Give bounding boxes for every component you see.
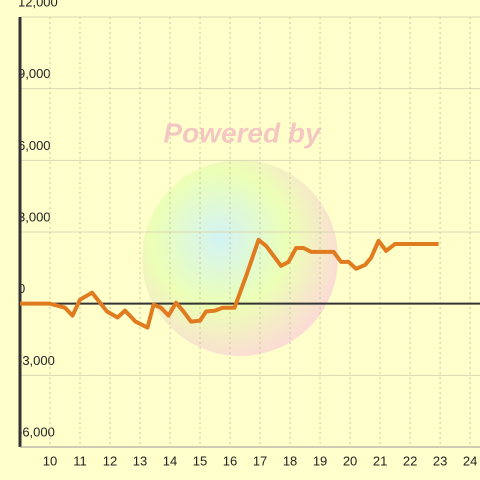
x-tick-label: 21 xyxy=(373,453,387,468)
y-tick-label: 6,000 xyxy=(18,138,51,153)
x-tick-label: 14 xyxy=(163,453,177,468)
data-line xyxy=(20,237,439,330)
y-tick-label: -6,000 xyxy=(18,424,55,439)
x-tick-label: 19 xyxy=(313,453,327,468)
watermark-logo xyxy=(142,160,338,356)
y-tick-label: -3,000 xyxy=(18,353,55,368)
x-tick-label: 10 xyxy=(43,453,57,468)
x-tick-label: 23 xyxy=(433,453,447,468)
y-tick-label: 12,000 xyxy=(18,0,58,9)
x-tick-label: 12 xyxy=(103,453,117,468)
plot: -6,000 -3,000 0 3,000 6,000 9,000 12,000 10 11 12… xyxy=(18,0,480,468)
x-tick-label: 24 xyxy=(463,453,477,468)
y-tick-label: 9,000 xyxy=(18,66,51,81)
x-tick-label: 11 xyxy=(73,453,87,468)
y-tick-label: 3,000 xyxy=(18,209,51,224)
x-tick-label: 22 xyxy=(403,453,417,468)
x-tick-label: 17 xyxy=(253,453,267,468)
watermark-text: Powered by xyxy=(163,117,322,148)
y-tick-label: 0 xyxy=(18,281,25,296)
x-tick-label: 13 xyxy=(133,453,147,468)
x-tick-label: 18 xyxy=(283,453,297,468)
x-tick-label: 16 xyxy=(223,453,237,468)
x-tick-label: 15 xyxy=(193,453,207,468)
x-tick-label: 20 xyxy=(343,453,357,468)
